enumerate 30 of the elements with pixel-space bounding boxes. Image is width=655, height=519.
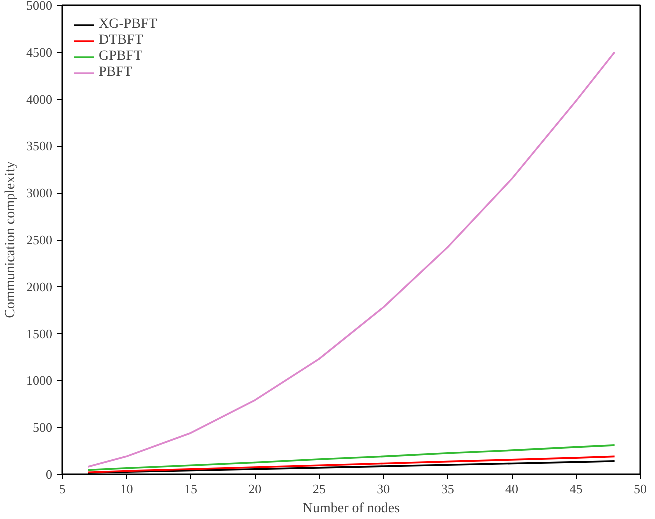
x-axis-title: Number of nodes	[302, 502, 400, 516]
y-tick-label: 1000	[26, 373, 52, 388]
legend-label: PBFT	[99, 65, 132, 81]
y-tick-label: 1500	[26, 326, 52, 342]
legend-label: XG-PBFT	[99, 17, 158, 33]
x-tick-label: 35	[441, 482, 454, 496]
line-series	[87, 444, 616, 472]
x-tick-label: 20	[248, 482, 262, 496]
x-tick-label: 25	[312, 482, 326, 496]
x-tick-label: 40	[506, 482, 519, 496]
y-tick-label: 3500	[26, 138, 52, 154]
y-tick-label: 0	[46, 467, 52, 482]
y-tick-label: 500	[33, 420, 52, 436]
legend-label: GPBFT	[99, 49, 143, 65]
y-tick-label: 5000	[26, 0, 52, 13]
x-tick-label: 10	[120, 482, 134, 496]
line-series	[87, 456, 616, 474]
y-tick-label: 2500	[26, 232, 52, 248]
x-tick-label: 5	[59, 482, 66, 496]
x-tick-label: 45	[570, 482, 583, 496]
y-tick-label: 4000	[26, 92, 52, 107]
y-axis-title: Communication complexity	[4, 162, 18, 318]
line-series	[87, 52, 616, 468]
y-tick-label: 3000	[26, 186, 52, 201]
x-tick-label: 30	[377, 482, 390, 496]
y-tick-label: 2000	[26, 279, 52, 294]
y-tick-label: 4500	[26, 44, 52, 60]
legend-label: DTBFT	[99, 33, 144, 49]
x-tick-label: 15	[184, 482, 198, 496]
x-tick-label: 50	[634, 482, 647, 496]
